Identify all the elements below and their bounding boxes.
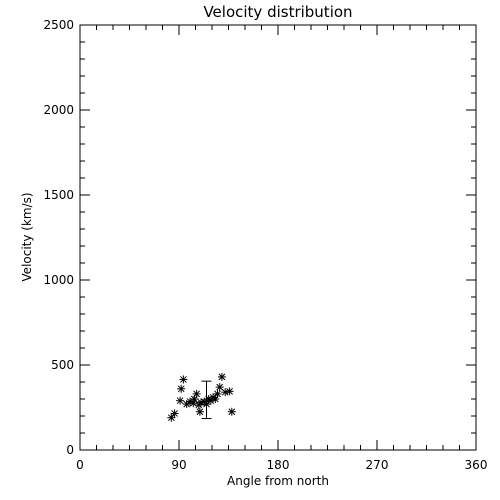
y-axis-label: Velocity (km/s) — [20, 192, 34, 281]
y-tick-label: 2500 — [43, 18, 74, 32]
x-tick-label: 0 — [76, 458, 84, 472]
data-points — [167, 372, 236, 422]
data-point — [179, 375, 188, 384]
x-tick-label: 180 — [267, 458, 290, 472]
y-tick-label: 500 — [51, 358, 74, 372]
data-point — [176, 396, 185, 405]
x-tick-label: 360 — [465, 458, 488, 472]
data-point — [177, 384, 186, 393]
data-point — [195, 407, 204, 416]
data-point — [213, 389, 222, 398]
y-axis-ticks: 0 500 1000 1500 2000 2500 — [43, 18, 476, 457]
data-point — [227, 407, 236, 416]
x-tick-label: 270 — [366, 458, 389, 472]
x-tick-label: 90 — [171, 458, 186, 472]
y-tick-label: 0 — [66, 443, 74, 457]
y-tick-label: 2000 — [43, 103, 74, 117]
data-point — [167, 413, 176, 422]
data-point — [192, 389, 201, 398]
data-point — [170, 409, 179, 418]
data-point — [215, 383, 224, 392]
plot-frame — [79, 24, 477, 451]
y-tick-label: 1000 — [43, 273, 74, 287]
data-point — [182, 400, 191, 409]
data-point — [217, 372, 226, 381]
x-axis-ticks: 0 90 180 270 360 — [76, 25, 487, 472]
x-axis-label: Angle from north — [227, 474, 329, 488]
data-point — [225, 387, 234, 396]
chart-title: Velocity distribution — [203, 3, 352, 21]
y-tick-label: 1500 — [43, 188, 74, 202]
